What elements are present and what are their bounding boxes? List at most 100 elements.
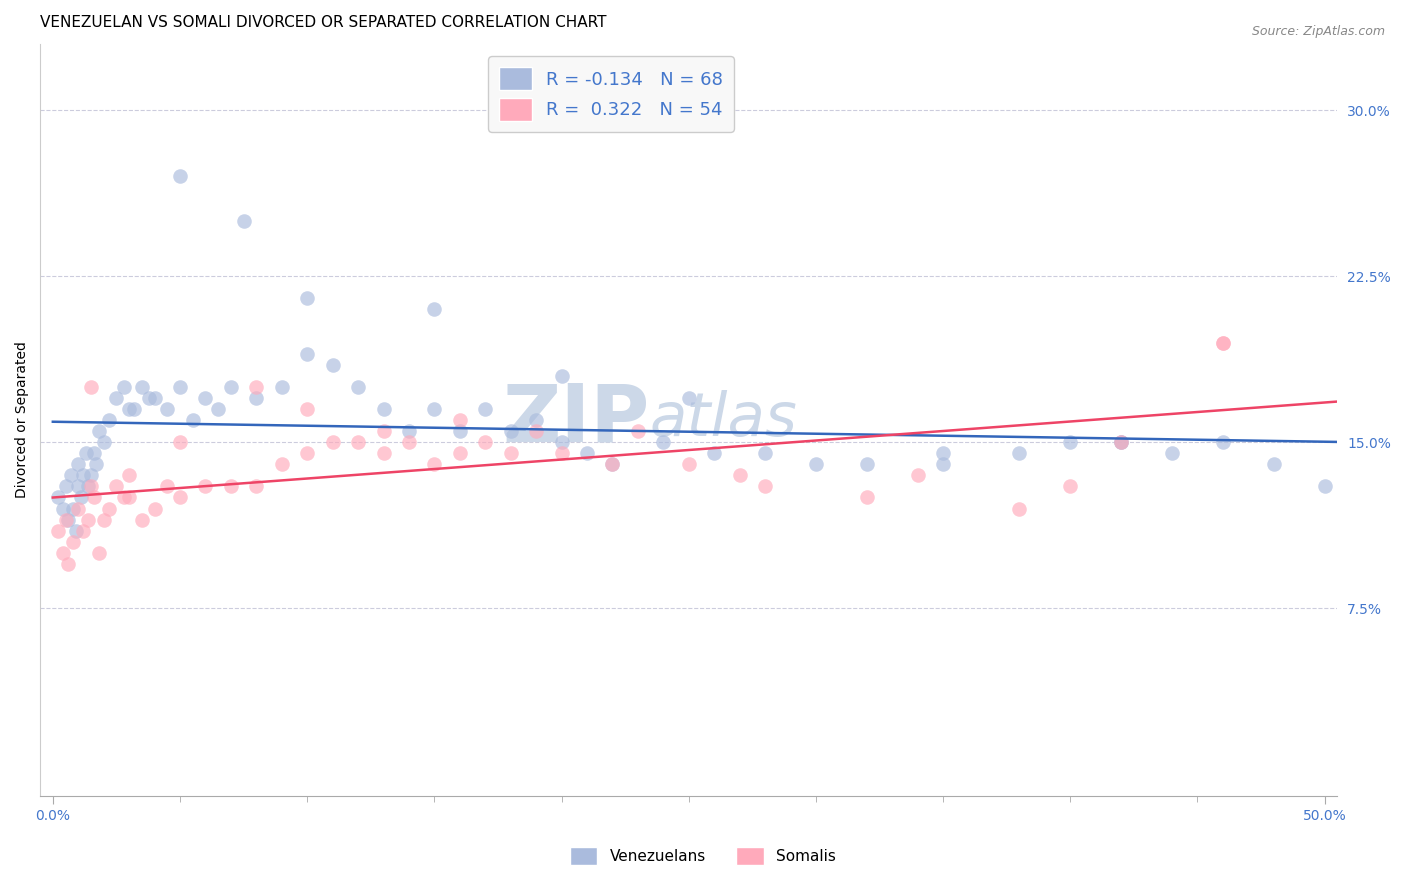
Point — [678, 457, 700, 471]
Point — [219, 479, 242, 493]
Point — [118, 468, 141, 483]
Point — [67, 479, 90, 493]
Point — [169, 491, 191, 505]
Point — [627, 424, 650, 438]
Point — [295, 401, 318, 416]
Point — [1263, 457, 1285, 471]
Point — [322, 358, 344, 372]
Point — [112, 380, 135, 394]
Point — [169, 435, 191, 450]
Point — [156, 401, 179, 416]
Point — [245, 380, 267, 394]
Point — [856, 491, 879, 505]
Point — [1109, 435, 1132, 450]
Point — [75, 446, 97, 460]
Point — [449, 446, 471, 460]
Point — [52, 546, 75, 560]
Point — [804, 457, 827, 471]
Point — [56, 512, 79, 526]
Point — [105, 479, 128, 493]
Point — [87, 424, 110, 438]
Point — [62, 534, 84, 549]
Point — [373, 424, 395, 438]
Point — [550, 446, 572, 460]
Y-axis label: Divorced or Separated: Divorced or Separated — [15, 342, 30, 499]
Point — [474, 401, 496, 416]
Point — [576, 446, 599, 460]
Point — [97, 501, 120, 516]
Point — [449, 413, 471, 427]
Point — [499, 446, 522, 460]
Point — [169, 169, 191, 184]
Point — [1059, 479, 1081, 493]
Point — [143, 391, 166, 405]
Legend: R = -0.134   N = 68, R =  0.322   N = 54: R = -0.134 N = 68, R = 0.322 N = 54 — [488, 56, 734, 132]
Point — [181, 413, 204, 427]
Point — [77, 512, 100, 526]
Point — [194, 391, 217, 405]
Point — [65, 524, 87, 538]
Point — [97, 413, 120, 427]
Point — [678, 391, 700, 405]
Point — [728, 468, 751, 483]
Legend: Venezuelans, Somalis: Venezuelans, Somalis — [564, 841, 842, 871]
Point — [112, 491, 135, 505]
Point — [62, 501, 84, 516]
Point — [1161, 446, 1184, 460]
Point — [83, 491, 105, 505]
Point — [138, 391, 160, 405]
Point — [194, 479, 217, 493]
Point — [93, 435, 115, 450]
Text: VENEZUELAN VS SOMALI DIVORCED OR SEPARATED CORRELATION CHART: VENEZUELAN VS SOMALI DIVORCED OR SEPARAT… — [41, 15, 606, 30]
Point — [118, 401, 141, 416]
Point — [754, 446, 776, 460]
Point — [72, 524, 94, 538]
Point — [423, 457, 446, 471]
Point — [245, 391, 267, 405]
Point — [423, 401, 446, 416]
Point — [652, 435, 675, 450]
Point — [122, 401, 145, 416]
Point — [245, 479, 267, 493]
Point — [347, 380, 370, 394]
Point — [131, 512, 153, 526]
Point — [1212, 435, 1234, 450]
Point — [270, 380, 292, 394]
Point — [602, 457, 624, 471]
Point — [398, 435, 420, 450]
Point — [1313, 479, 1336, 493]
Point — [52, 501, 75, 516]
Text: atlas: atlas — [650, 391, 797, 450]
Point — [602, 457, 624, 471]
Point — [1212, 335, 1234, 350]
Point — [1008, 501, 1031, 516]
Point — [55, 512, 77, 526]
Point — [322, 435, 344, 450]
Point — [932, 457, 955, 471]
Point — [907, 468, 929, 483]
Point — [856, 457, 879, 471]
Point — [56, 557, 79, 571]
Point — [932, 446, 955, 460]
Point — [1109, 435, 1132, 450]
Point — [118, 491, 141, 505]
Point — [67, 501, 90, 516]
Point — [80, 380, 103, 394]
Point — [295, 291, 318, 305]
Point — [59, 468, 82, 483]
Point — [83, 446, 105, 460]
Point — [550, 435, 572, 450]
Point — [347, 435, 370, 450]
Point — [1109, 435, 1132, 450]
Point — [93, 512, 115, 526]
Point — [46, 491, 69, 505]
Point — [219, 380, 242, 394]
Point — [207, 401, 229, 416]
Point — [232, 213, 254, 227]
Point — [156, 479, 179, 493]
Point — [80, 468, 103, 483]
Point — [499, 424, 522, 438]
Point — [1059, 435, 1081, 450]
Point — [373, 446, 395, 460]
Point — [84, 457, 107, 471]
